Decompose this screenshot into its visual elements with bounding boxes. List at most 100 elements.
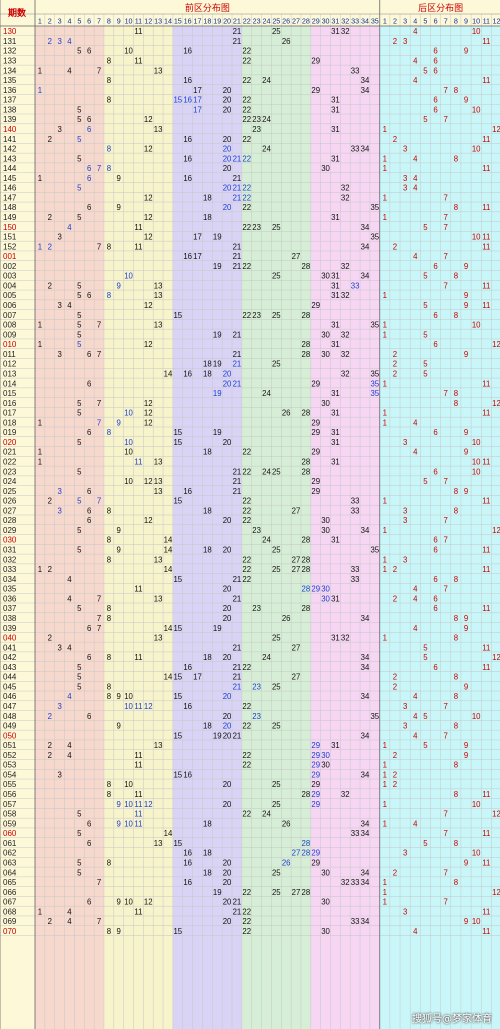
back-number-mark: 10 [472, 321, 481, 330]
back-number-mark: 2 [393, 242, 397, 251]
front-number-mark: 9 [117, 174, 121, 183]
period-label: 130 [3, 27, 17, 36]
period-label: 135 [3, 76, 17, 85]
back-number-mark: 11 [482, 497, 490, 506]
front-number-mark: 33 [351, 565, 360, 574]
front-number-mark: 9 [117, 898, 121, 907]
front-number-mark: 33 [351, 878, 360, 887]
front-number-mark: 22 [242, 516, 251, 525]
front-number-header: 30 [322, 17, 330, 26]
front-number-mark: 4 [67, 66, 72, 75]
front-number-mark: 16 [183, 47, 192, 56]
back-number-mark: 7 [444, 516, 448, 525]
front-number-mark: 10 [124, 409, 133, 418]
front-number-mark: 5 [77, 810, 82, 819]
front-number-mark: 13 [154, 477, 163, 486]
front-number-mark: 17 [193, 252, 202, 261]
back-number-mark: 8 [454, 761, 458, 770]
front-number-mark: 26 [282, 819, 291, 828]
front-number-mark: 15 [173, 497, 182, 506]
front-number-mark: 8 [107, 145, 111, 154]
front-number-mark: 13 [154, 281, 163, 290]
back-number-mark: 6 [433, 311, 437, 320]
front-number-mark: 4 [67, 223, 72, 232]
front-number-mark: 28 [302, 311, 311, 320]
back-number-mark: 10 [472, 712, 481, 721]
front-number-mark: 15 [173, 311, 182, 320]
front-number-header: 8 [107, 17, 111, 26]
period-label: 133 [3, 57, 17, 66]
front-number-mark: 20 [223, 722, 232, 731]
front-number-mark: 2 [48, 37, 52, 46]
back-number-mark: 11 [482, 281, 490, 290]
front-number-mark: 28 [302, 536, 311, 545]
front-number-mark: 5 [77, 868, 82, 877]
back-number-mark: 7 [444, 389, 448, 398]
front-number-mark: 34 [361, 145, 370, 154]
front-number-mark: 7 [97, 350, 101, 359]
front-number-header: 12 [144, 17, 152, 26]
front-number-mark: 33 [351, 575, 360, 584]
front-zone-title: 前区分布图 [185, 2, 230, 14]
front-number-mark: 31 [331, 213, 340, 222]
period-label: 063 [3, 858, 17, 867]
front-number-mark: 35 [370, 379, 379, 388]
front-number-mark: 19 [213, 330, 222, 339]
period-label: 012 [3, 360, 17, 369]
front-number-mark: 23 [252, 712, 261, 721]
front-number-mark: 2 [48, 135, 52, 144]
back-number-header: 10 [472, 17, 480, 26]
front-number-mark: 31 [331, 154, 340, 163]
front-number-mark: 15 [173, 673, 182, 682]
front-number-mark: 1 [38, 340, 42, 349]
front-number-mark: 1 [38, 321, 42, 330]
back-number-mark: 6 [433, 575, 437, 584]
front-number-mark: 6 [87, 125, 91, 134]
front-number-mark: 5 [77, 438, 82, 447]
front-number-mark: 31 [331, 272, 340, 281]
front-number-mark: 7 [97, 164, 101, 173]
front-number-mark: 32 [341, 27, 350, 36]
back-number-mark: 12 [492, 653, 500, 662]
front-number-mark: 31 [331, 428, 340, 437]
front-number-mark: 35 [370, 233, 379, 242]
back-number-mark: 8 [454, 86, 458, 95]
front-number-mark: 12 [144, 477, 153, 486]
front-number-mark: 32 [341, 878, 350, 887]
front-number-header: 2 [48, 17, 52, 26]
back-number-mark: 7 [444, 86, 448, 95]
back-number-header: 7 [444, 17, 448, 26]
period-label: 037 [3, 604, 17, 613]
front-number-mark: 5 [77, 829, 82, 838]
back-number-mark: 1 [383, 321, 387, 330]
back-number-mark: 10 [472, 438, 481, 447]
period-label: 131 [3, 37, 17, 46]
front-number-mark: 13 [154, 66, 163, 75]
back-number-mark: 11 [482, 76, 490, 85]
front-number-mark: 21 [233, 242, 242, 251]
front-number-mark: 15 [173, 839, 182, 848]
front-number-mark: 16 [183, 154, 192, 163]
front-number-mark: 31 [331, 281, 340, 290]
front-number-header: 35 [371, 17, 379, 26]
front-number-mark: 20 [223, 780, 232, 789]
front-number-mark: 9 [117, 418, 121, 427]
back-number-mark: 4 [413, 927, 418, 936]
front-number-mark: 30 [321, 868, 330, 877]
front-number-mark: 6 [87, 115, 91, 124]
period-label: 035 [3, 585, 17, 594]
period-label: 150 [3, 223, 17, 232]
front-number-mark: 2 [48, 634, 52, 643]
front-number-mark: 9 [117, 526, 121, 535]
front-number-mark: 6 [87, 506, 91, 515]
period-label: 038 [3, 614, 17, 623]
front-number-mark: 16 [183, 878, 192, 887]
period-label: 003 [3, 272, 17, 281]
front-number-mark: 21 [233, 37, 242, 46]
front-number-header: 27 [292, 17, 300, 26]
front-number-mark: 19 [213, 389, 222, 398]
back-number-mark: 4 [413, 76, 418, 85]
front-number-mark: 24 [262, 145, 271, 154]
back-number-mark: 3 [403, 555, 407, 564]
